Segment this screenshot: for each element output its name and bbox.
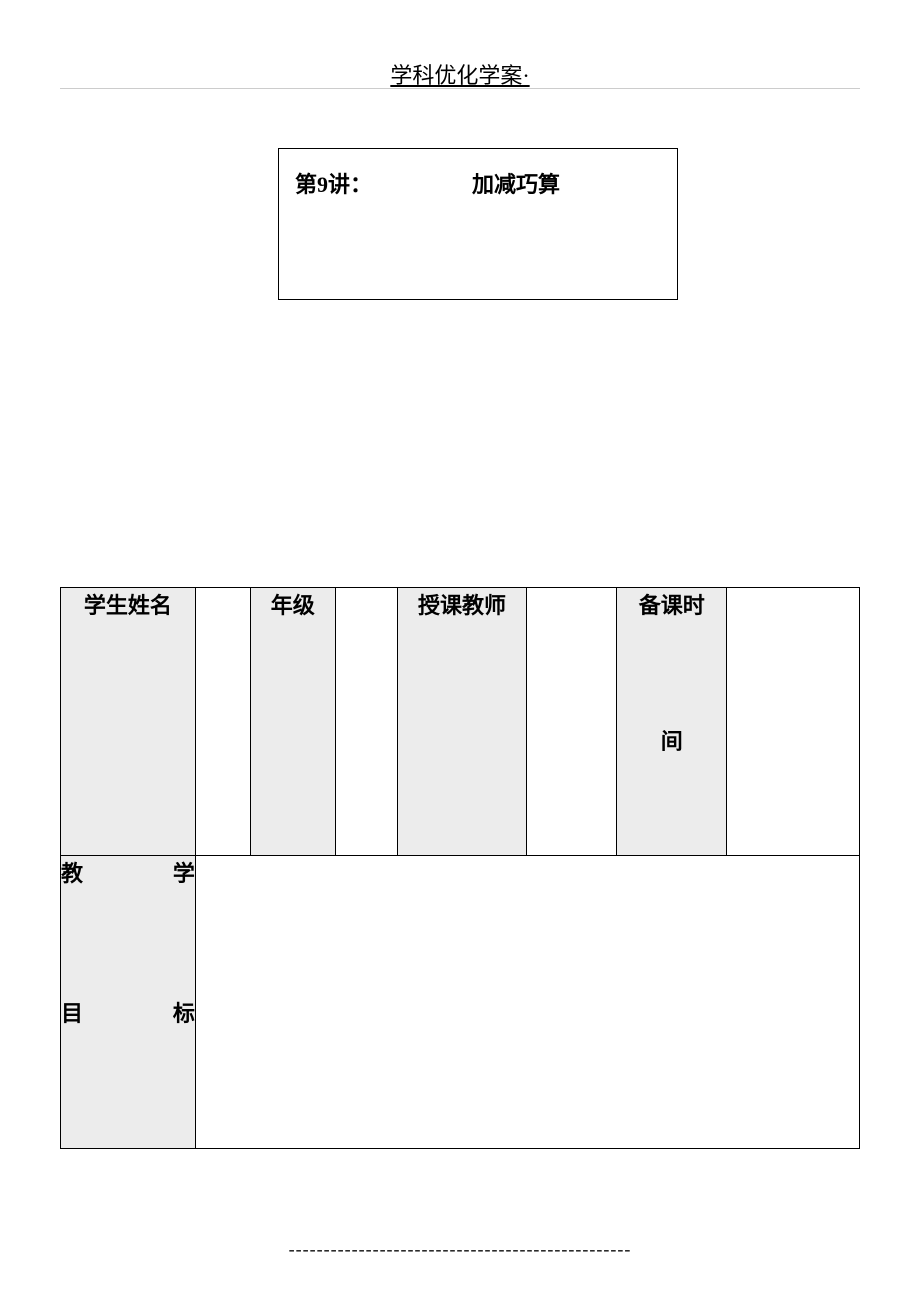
title-box: 第9讲： 加减巧算 [278,148,678,300]
label-line: 教 学 [61,856,195,888]
grade-label: 年级 [250,588,335,856]
teacher-label: 授课教师 [397,588,527,856]
label-char: 教 [61,856,83,888]
label-char: 目 [61,996,83,1028]
teaching-objective-label: 教 学 目 标 [61,856,196,1149]
lesson-info-table: 学生姓名 年级 授课教师 备课时 间 教 学 目 标 [60,587,860,1149]
prep-time-label-line2: 间 [617,724,726,756]
title-box-content: 第9讲： 加减巧算 [295,167,661,199]
grade-value [335,588,397,856]
footer-dashes: ----------------------------------------… [0,1239,920,1260]
label-char: 标 [173,996,195,1028]
prep-time-label: 备课时 间 [617,588,727,856]
prep-time-label-line1: 备课时 [617,588,726,620]
lesson-number: 第9讲： [295,167,372,199]
table-row: 学生姓名 年级 授课教师 备课时 间 [61,588,860,856]
student-name-label: 学生姓名 [61,588,196,856]
prep-time-value [727,588,860,856]
page-header-title: 学科优化学案· [0,58,920,90]
table-row: 教 学 目 标 [61,856,860,1149]
teacher-value [527,588,617,856]
teaching-objective-value [195,856,859,1149]
header-rule [60,88,860,89]
lesson-subject: 加减巧算 [472,167,560,199]
label-char: 学 [173,856,195,888]
student-name-value [195,588,250,856]
label-line: 目 标 [61,996,195,1028]
teaching-objective-label-content: 教 学 目 标 [61,856,195,1028]
